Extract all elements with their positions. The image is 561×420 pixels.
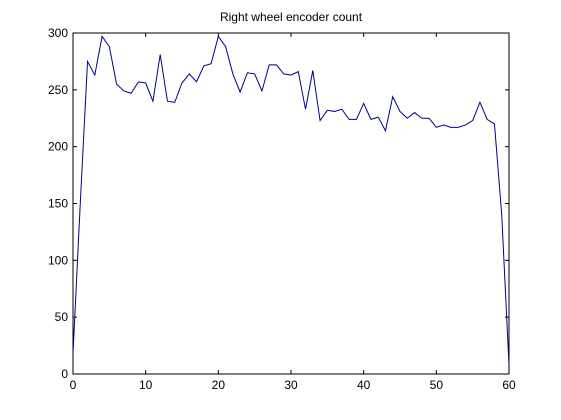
y-tick-label: 150 [48,197,68,211]
x-tick-label: 40 [357,378,371,392]
chart-title: Right wheel encoder count [220,10,363,24]
y-tick-label: 50 [55,310,69,324]
x-tick-label: 20 [212,378,226,392]
y-tick-label: 100 [48,253,68,267]
y-tick-label: 250 [48,83,68,97]
axis-ticks: 0 10 20 30 40 50 60 0 50 100 150 200 250 300 [48,26,516,392]
series-line [72,35,510,365]
plot-area [72,32,510,375]
x-tick-label: 0 [70,378,77,392]
y-tick-label: 200 [48,140,68,154]
series-layer [72,35,510,365]
y-tick-label: 0 [61,367,68,381]
y-tick-label: 300 [48,26,68,40]
x-tick-label: 10 [139,378,153,392]
x-tick-label: 30 [284,378,298,392]
x-tick-label: 60 [502,378,516,392]
x-tick-label: 50 [430,378,444,392]
